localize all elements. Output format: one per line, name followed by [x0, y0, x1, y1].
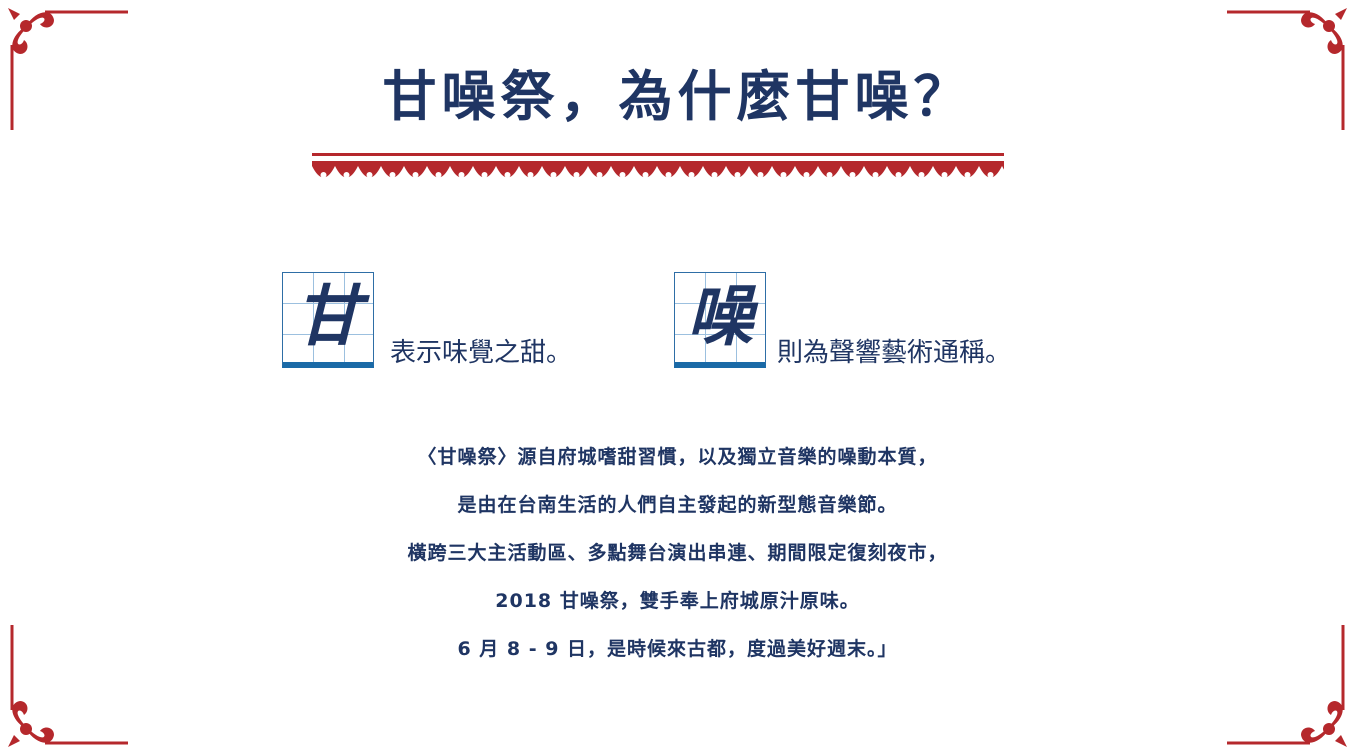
- glyph-definitions: 甘 表示味覺之甜。 噪 則為聲響藝術通稱。: [0, 272, 1355, 374]
- corner-ornament-icon: [8, 625, 128, 747]
- corner-ornament-icon: [1227, 625, 1347, 747]
- intro-paragraph: 〈甘噪祭〉源自府城嗜甜習慣，以及獨立音樂的噪動本質， 是由在台南生活的人們自主發…: [0, 433, 1355, 673]
- paragraph-line: 2018 甘噪祭，雙手奉上府城原汁原味。: [495, 590, 860, 612]
- glyph-char: 甘: [295, 278, 361, 355]
- glyph-box-zao: 噪: [674, 272, 766, 368]
- glyph-box-gan: 甘: [282, 272, 374, 368]
- glyph-definition: 則為聲響藝術通稱。: [777, 338, 1012, 368]
- paragraph-line: 6 月 8 - 9 日，是時候來古都，度過美好週末。」: [457, 638, 898, 660]
- scallop-border-icon: [312, 153, 1004, 193]
- page-title: 甘噪祭，為什麼甘噪？: [382, 64, 973, 128]
- corner-ornament-icon: [1227, 8, 1347, 130]
- glyph-char: 噪: [687, 278, 753, 355]
- corner-ornament-icon: [8, 8, 128, 130]
- paragraph-line: 〈甘噪祭〉源自府城嗜甜習慣，以及獨立音樂的噪動本質，: [417, 446, 938, 468]
- paragraph-line: 橫跨三大主活動區、多點舞台演出串連、期間限定復刻夜市，: [407, 542, 948, 564]
- glyph-definition: 表示味覺之甜。: [390, 338, 573, 368]
- paragraph-line: 是由在台南生活的人們自主發起的新型態音樂節。: [457, 494, 898, 516]
